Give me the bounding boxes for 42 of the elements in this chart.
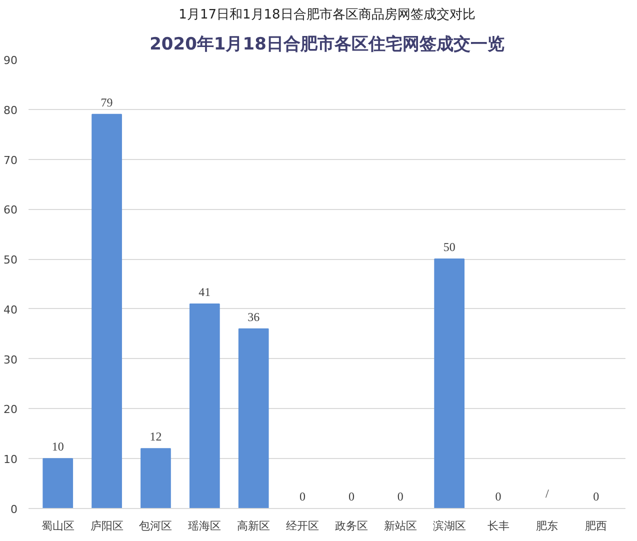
bar: [189, 303, 220, 508]
bar: [238, 328, 269, 508]
x-tick-label: 高新区: [237, 520, 270, 532]
y-tick-label: 30: [4, 353, 18, 366]
data-label: 36: [248, 310, 260, 324]
x-tick-label: 包河区: [139, 520, 172, 532]
y-tick-label: 10: [4, 453, 18, 466]
bar: [434, 258, 465, 508]
bar: [140, 448, 171, 508]
data-label: 0: [495, 490, 502, 504]
data-label: 41: [198, 284, 211, 299]
x-tick-label: 蜀山区: [41, 520, 74, 532]
data-label: 0: [300, 490, 306, 504]
text: /: [546, 486, 549, 500]
bar: [42, 458, 74, 508]
x-tick-label: 经开区: [286, 520, 320, 532]
data-label: 79: [100, 95, 113, 110]
y-tick-label: 50: [4, 254, 18, 267]
x-tick-label: 肥东: [536, 520, 558, 532]
data-label: 0: [397, 490, 404, 504]
x-tick-label: 长丰: [487, 520, 510, 532]
y-tick-label: 20: [4, 403, 18, 416]
bar: [92, 114, 122, 508]
data-label: 0: [593, 490, 600, 504]
data-label: 50: [443, 240, 456, 254]
x-tick-label: 肥西: [585, 520, 608, 532]
chart-subtitle: 2020年1月18日合肥市各区住宅网签成交一览: [150, 34, 504, 54]
x-tick-label: 庐阳区: [90, 520, 124, 532]
y-tick-label: 40: [4, 303, 18, 316]
x-tick-label: 新站区: [384, 520, 417, 532]
x-tick-label: 瑶海区: [188, 520, 222, 532]
y-tick-label: 0: [10, 503, 18, 516]
data-label: 10: [52, 440, 64, 454]
data-label: 0: [348, 490, 354, 504]
x-tick-label: 政务区: [334, 520, 368, 532]
data-label: 12: [150, 430, 162, 444]
x-tick-label: 滨湖区: [432, 520, 466, 532]
y-tick-label: 60: [4, 204, 18, 217]
chart-title: 1月17日和1月18日合肥市各区商品房网签成交对比: [178, 6, 476, 22]
y-tick-label: 90: [4, 54, 18, 67]
y-tick-label: 80: [4, 104, 18, 117]
y-tick-label: 70: [4, 154, 18, 167]
